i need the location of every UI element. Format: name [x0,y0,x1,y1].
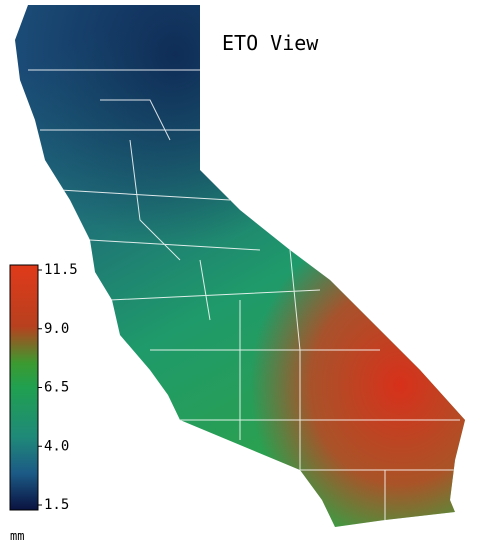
color-bar [9,264,39,511]
county-lines [28,69,460,520]
legend-unit: mm [10,529,24,543]
tick-label: 9.0 [44,321,69,337]
tick-label: 1.5 [44,497,69,513]
map-title: ETO View [222,31,319,55]
tick-label: 6.5 [44,380,69,396]
tick-label: 11.5 [44,262,78,278]
tick-label: 4.0 [44,438,69,454]
